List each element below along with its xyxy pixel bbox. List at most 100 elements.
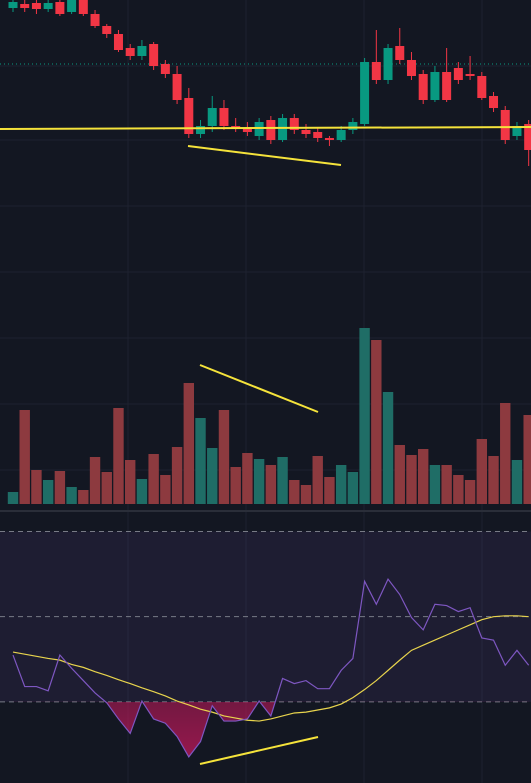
volume-bar bbox=[453, 475, 464, 504]
volume-bar bbox=[488, 456, 499, 504]
candle-body bbox=[231, 126, 241, 128]
volume-bar bbox=[289, 480, 300, 504]
candle-body bbox=[55, 2, 65, 14]
horizontal-drawing bbox=[0, 126, 531, 130]
candle-body bbox=[102, 26, 112, 34]
candle-body bbox=[406, 60, 416, 76]
candle-body bbox=[160, 64, 170, 74]
candle-body bbox=[360, 62, 370, 124]
volume-bar bbox=[523, 415, 531, 504]
candle-body bbox=[465, 74, 475, 76]
volume-bar bbox=[406, 455, 417, 504]
candle-body bbox=[196, 126, 206, 134]
candle-body bbox=[242, 128, 252, 132]
volume-bar bbox=[418, 449, 429, 504]
volume-bar bbox=[500, 403, 511, 504]
volume-bar bbox=[300, 485, 312, 504]
volume-bar bbox=[394, 445, 405, 504]
volume-bar bbox=[160, 475, 171, 504]
volume-layer bbox=[7, 328, 531, 504]
volume-bar bbox=[148, 454, 159, 504]
candle-body bbox=[289, 118, 299, 130]
candle-body bbox=[67, 0, 77, 12]
candle-body bbox=[430, 72, 440, 100]
volume-bar bbox=[335, 465, 347, 504]
candle-body bbox=[500, 110, 510, 140]
candle-body bbox=[113, 34, 123, 50]
volume-bar bbox=[31, 470, 42, 504]
volume-bar bbox=[7, 492, 19, 504]
volume-bar bbox=[253, 459, 265, 504]
volume-bar bbox=[359, 328, 370, 504]
candle-body bbox=[78, 0, 88, 14]
candle-body bbox=[278, 118, 288, 140]
candle-body bbox=[172, 74, 182, 100]
volume-bar bbox=[207, 448, 218, 504]
candle-body bbox=[489, 96, 499, 108]
trend-drawing bbox=[199, 736, 319, 765]
volume-bar bbox=[19, 410, 30, 504]
candle-body bbox=[184, 98, 194, 134]
candle-body bbox=[524, 124, 531, 150]
candle-body bbox=[149, 44, 159, 66]
trend-drawing bbox=[199, 364, 319, 413]
volume-bar bbox=[195, 418, 206, 504]
volume-bar bbox=[66, 487, 77, 504]
volume-bar bbox=[382, 392, 394, 504]
oversold-fill bbox=[13, 701, 529, 757]
volume-bar bbox=[218, 410, 230, 504]
volume-bar bbox=[230, 467, 241, 504]
volume-bar bbox=[183, 383, 194, 504]
volume-bar bbox=[113, 408, 124, 504]
volume-bar bbox=[101, 472, 112, 504]
candle-body bbox=[90, 14, 100, 26]
candle-body bbox=[453, 68, 463, 80]
volume-bar bbox=[42, 480, 54, 504]
candle-body bbox=[20, 4, 30, 8]
candle-body bbox=[31, 3, 41, 9]
candle-body bbox=[43, 3, 53, 9]
volume-bar bbox=[464, 480, 476, 504]
volume-bar bbox=[125, 460, 136, 504]
candle-body bbox=[207, 108, 217, 126]
volume-bar bbox=[347, 472, 359, 504]
candle-body bbox=[477, 76, 487, 98]
candle-body bbox=[442, 72, 452, 100]
candle-body bbox=[313, 132, 323, 138]
candle-layer bbox=[8, 0, 531, 166]
rsi-line bbox=[12, 578, 530, 758]
volume-bar bbox=[441, 465, 452, 504]
volume-bar bbox=[54, 471, 66, 504]
trend-drawing bbox=[187, 145, 342, 166]
candle-body bbox=[383, 48, 393, 80]
volume-bar bbox=[171, 447, 183, 504]
candle-body bbox=[371, 62, 381, 80]
candle-body bbox=[348, 122, 358, 130]
volume-bar bbox=[511, 460, 523, 504]
candle-body bbox=[418, 74, 428, 100]
volume-bar bbox=[476, 439, 487, 504]
rsi-ma-line bbox=[12, 615, 529, 722]
volume-bar bbox=[312, 456, 323, 504]
candle-body bbox=[395, 46, 405, 60]
candle-body bbox=[336, 130, 346, 140]
volume-bar bbox=[265, 465, 277, 504]
candle-body bbox=[324, 138, 334, 140]
candle-body bbox=[266, 120, 276, 140]
volume-bar bbox=[89, 457, 101, 504]
volume-bar bbox=[429, 465, 441, 504]
volume-bar bbox=[136, 479, 148, 504]
candle-body bbox=[219, 108, 229, 126]
volume-bar bbox=[277, 457, 288, 504]
candle-body bbox=[137, 46, 147, 56]
volume-bar bbox=[242, 453, 253, 504]
candle-body bbox=[301, 130, 311, 134]
candle-body bbox=[125, 48, 135, 56]
candle-body bbox=[8, 2, 18, 8]
volume-bar bbox=[371, 340, 382, 504]
candle-body bbox=[512, 126, 522, 136]
volume-bar bbox=[78, 490, 89, 504]
